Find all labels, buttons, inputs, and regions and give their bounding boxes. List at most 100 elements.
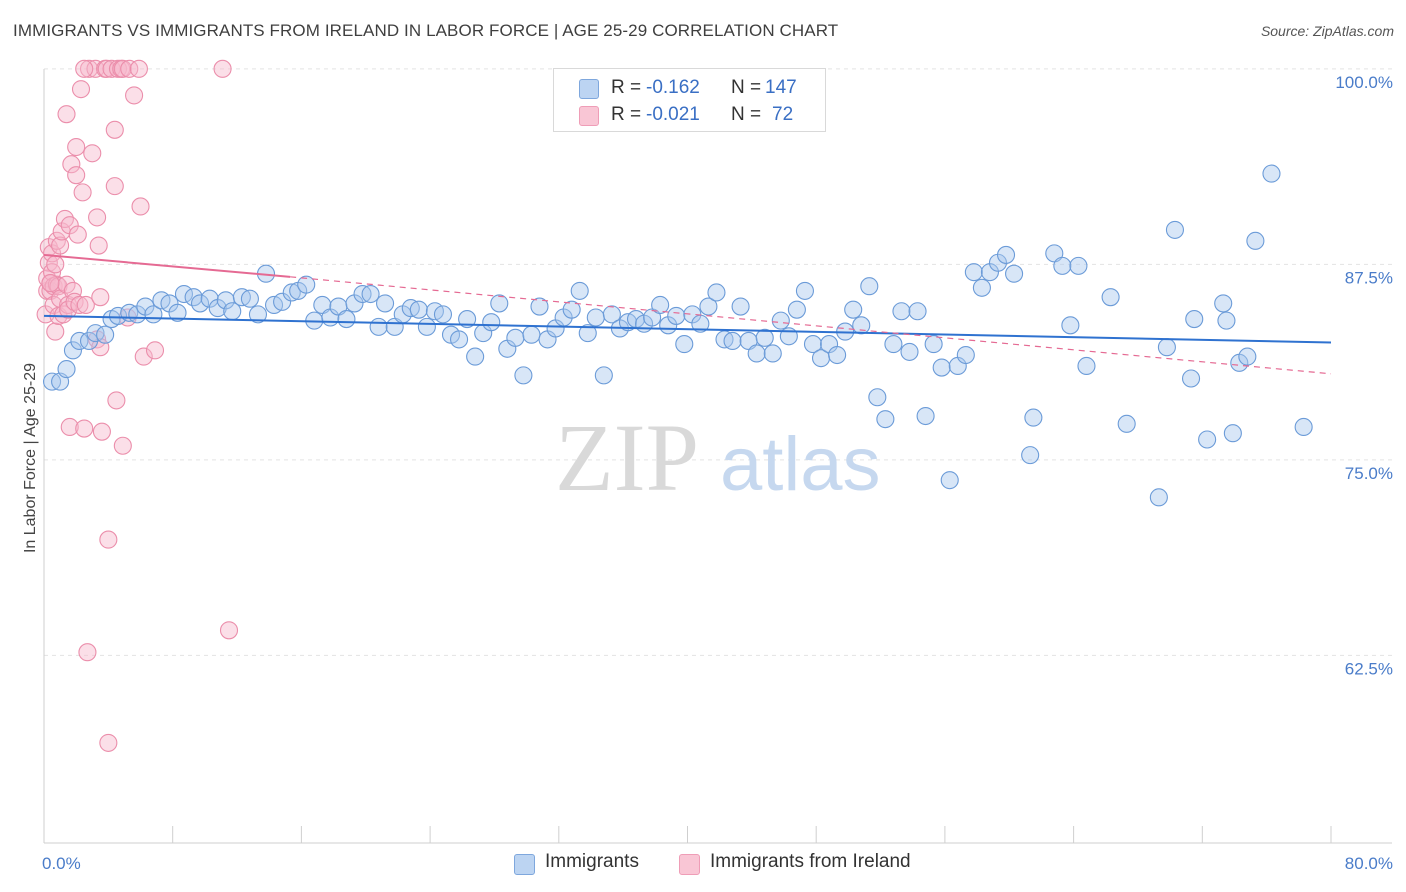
data-point <box>828 345 847 365</box>
grid-lines <box>44 68 1392 656</box>
data-point <box>248 305 268 324</box>
data-point <box>570 281 589 300</box>
data-point <box>1005 264 1024 283</box>
data-point <box>89 236 108 255</box>
data-point <box>1165 220 1185 239</box>
data-point <box>514 366 533 385</box>
data-point <box>860 277 879 296</box>
data-point <box>900 342 919 361</box>
data-point <box>755 328 774 347</box>
data-point <box>70 331 89 351</box>
series-immigrants <box>42 164 1313 507</box>
data-point <box>51 236 70 255</box>
legend-row-ireland: R = -0.021 N = 72 <box>554 101 825 131</box>
data-point <box>145 341 165 360</box>
data-point <box>522 325 541 344</box>
y-tick-label: 62.5% <box>1345 659 1393 678</box>
data-point <box>67 137 86 157</box>
data-point <box>219 621 239 640</box>
data-point <box>723 331 742 351</box>
data-point <box>46 255 65 274</box>
data-point <box>747 344 766 363</box>
data-point <box>964 263 983 282</box>
data-point <box>60 417 79 437</box>
data-point <box>107 391 126 410</box>
data-point <box>1061 316 1080 335</box>
series-legend: Immigrants Immigrants from Ireland <box>0 851 1406 877</box>
data-point <box>376 294 395 313</box>
data-point <box>105 120 124 139</box>
data-point <box>892 302 911 321</box>
data-point <box>120 59 139 78</box>
data-point <box>79 59 99 78</box>
data-point <box>795 281 814 300</box>
x-tick-label: 0.0% <box>42 854 81 873</box>
data-point <box>361 284 380 304</box>
data-point <box>86 324 105 343</box>
legend-swatch-ireland <box>579 106 599 126</box>
axes <box>43 69 1392 844</box>
data-point <box>125 86 144 105</box>
data-point <box>168 303 187 322</box>
legend-n-label: N = <box>731 77 762 98</box>
legend-swatch-immigrants <box>514 854 535 875</box>
data-point <box>78 643 97 662</box>
data-point <box>62 155 81 174</box>
data-point <box>1077 356 1096 376</box>
data-point <box>68 225 87 244</box>
data-point <box>67 166 86 185</box>
y-tick-label: 87.5% <box>1345 268 1393 287</box>
data-point <box>282 283 301 302</box>
data-point <box>65 292 84 311</box>
data-point <box>134 347 153 366</box>
legend-n-value: 147 <box>765 77 797 98</box>
data-point <box>1021 446 1040 465</box>
correlation-legend: R = -0.162 N = 147 R = -0.021 N = 72 <box>553 68 826 132</box>
y-tick-label: 75.0% <box>1345 464 1393 483</box>
data-point <box>1294 417 1313 437</box>
data-point <box>369 317 388 336</box>
data-point <box>1024 408 1043 427</box>
data-point <box>1149 488 1168 507</box>
data-point <box>884 335 903 354</box>
data-point <box>83 144 102 163</box>
data-point <box>70 295 89 315</box>
data-point <box>932 358 951 377</box>
trend-line-ireland-extrapolated <box>290 276 1332 375</box>
data-point <box>1238 347 1257 366</box>
legend-label-immigrants: Immigrants <box>545 851 639 872</box>
data-point <box>71 80 91 99</box>
legend-row-immigrants: R = -0.162 N = 147 <box>554 74 825 104</box>
data-point <box>844 300 863 319</box>
data-point <box>578 324 597 343</box>
watermark: ZIP atlas <box>555 404 881 511</box>
watermark-zip: ZIP <box>555 404 699 511</box>
data-point <box>852 316 871 335</box>
data-point <box>699 297 718 316</box>
legend-label-ireland: Immigrants from Ireland <box>710 851 911 872</box>
data-point <box>213 59 232 78</box>
data-point <box>433 305 453 324</box>
data-point <box>417 317 436 336</box>
data-point <box>450 330 469 349</box>
data-point <box>88 208 107 227</box>
data-point <box>482 313 501 332</box>
data-point <box>763 344 782 363</box>
data-point <box>916 406 935 426</box>
data-point <box>1262 164 1281 183</box>
legend-r-value: -0.021 <box>646 104 700 125</box>
data-point <box>868 388 887 407</box>
data-point <box>458 310 477 329</box>
chart-title: IMMIGRANTS VS IMMIGRANTS FROM IRELAND IN… <box>13 21 839 40</box>
data-point <box>96 325 115 344</box>
data-point <box>39 253 58 272</box>
data-point <box>99 733 118 752</box>
data-point <box>99 530 118 549</box>
data-point <box>594 366 613 385</box>
data-point <box>924 335 943 354</box>
data-point <box>75 419 94 438</box>
data-point <box>273 292 292 311</box>
data-point <box>73 183 92 202</box>
data-point <box>876 410 895 429</box>
